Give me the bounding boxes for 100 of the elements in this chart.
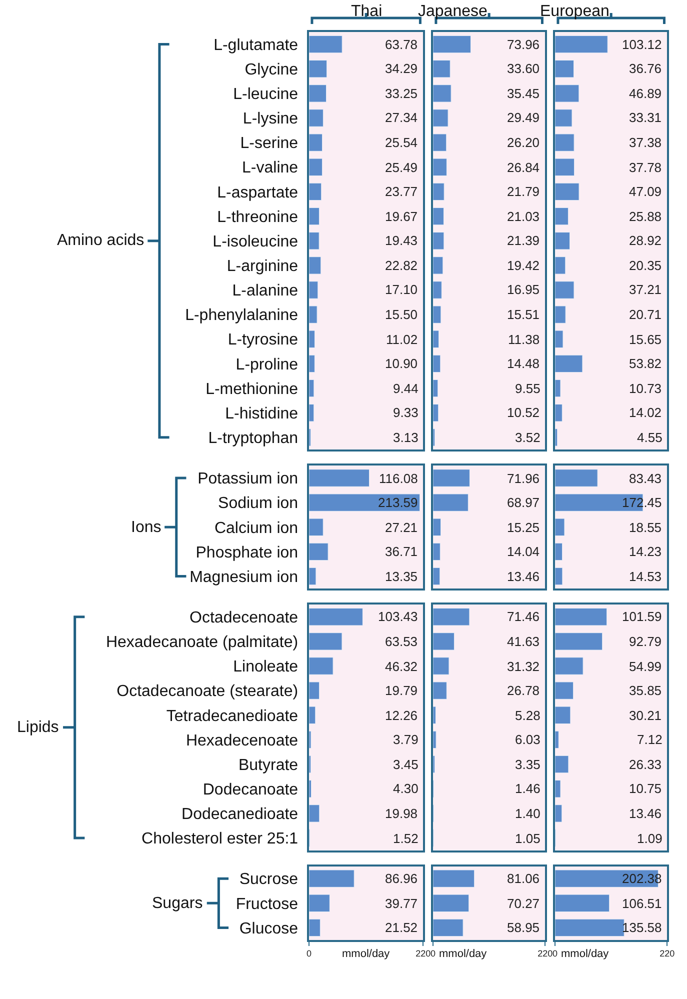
bar [309,109,324,127]
data-label: 9.55 [515,381,540,396]
data-label: 39.77 [385,896,418,911]
data-label: 1.52 [393,831,418,846]
bar [555,306,566,324]
bar [433,281,442,299]
data-label: 15.65 [629,332,662,347]
x-tick-label: 0 [552,948,558,959]
bar [433,682,447,700]
bar [309,207,320,226]
data-label: 35.45 [507,86,540,101]
data-label: 19.98 [385,806,418,821]
x-tick-label: 220 [416,948,431,959]
data-label: 1.40 [515,806,540,821]
bar [555,657,584,675]
bar [555,207,568,226]
data-label: 19.79 [385,683,418,698]
data-label: 101.59 [622,609,662,624]
bar [433,918,464,937]
data-label: 10.75 [629,781,662,796]
bar [433,207,444,226]
x-tick-label: 0 [430,948,436,959]
data-label: 71.96 [507,471,540,486]
data-label: 70.27 [507,896,540,911]
bar [433,894,470,912]
y-axis-title: Sugars [152,895,203,912]
bar [555,755,569,774]
data-label: 10.73 [629,381,662,396]
bar [433,256,444,274]
y-tick-label: L-proline [236,356,298,374]
bar [433,608,470,626]
y-axis-title: Ions [131,519,162,536]
data-label: 15.51 [507,307,540,322]
y-tick-label: Magnesium ion [190,568,298,586]
data-label: 22.82 [385,258,418,273]
bar [555,354,583,373]
data-label: 116.08 [379,471,418,486]
data-label: 26.78 [507,683,540,698]
bar [433,232,444,250]
data-label: 9.44 [393,381,418,396]
data-label: 81.06 [507,871,540,886]
data-label: 20.35 [629,258,662,273]
bar [433,632,454,650]
y-tick-label: L-tyrosine [228,332,298,349]
data-label: 71.46 [507,609,540,624]
data-label: 68.97 [507,495,540,510]
x-axis-title: mmol/day [342,948,390,960]
data-label: 36.71 [385,544,418,559]
bar [555,918,624,937]
x-axis-title: mmol/day [561,948,610,960]
bar [309,657,334,675]
y-tick-label: Glucose [239,920,298,938]
data-label: 21.39 [507,233,540,248]
bar [433,542,440,561]
data-label: 27.21 [385,520,418,535]
bar [555,542,563,561]
y-tick-label: Hexadecanoate (palmitate) [106,634,298,652]
data-label: 23.77 [385,184,418,199]
data-label: 19.67 [385,209,418,224]
bar [309,232,320,250]
data-label: 3.13 [393,430,418,445]
bar [555,84,580,102]
data-label: 53.82 [629,356,662,371]
y-tick-label: L-isoleucine [212,233,298,250]
bar [555,158,575,176]
bar [309,60,328,78]
data-label: 63.78 [385,37,418,52]
y-tick-label: L-valine [242,160,298,177]
bar [555,109,572,127]
data-label: 21.52 [385,920,418,935]
bar [555,894,610,912]
y-tick-label: Dodecanedioate [182,806,298,824]
data-label: 37.38 [629,135,662,150]
data-label: 73.96 [507,37,540,52]
bar [309,494,420,512]
y-tick-label: L-alanine [232,282,298,300]
data-label: 20.71 [629,307,662,322]
bar [555,281,574,299]
data-label: 25.49 [385,160,418,175]
bar [309,682,320,700]
y-tick-label: Butyrate [238,756,298,774]
data-label: 103.43 [378,609,418,624]
bar [555,567,563,586]
data-label: 27.34 [385,110,418,125]
bar [433,158,447,176]
bar [309,404,314,422]
data-label: 1.05 [515,831,540,846]
data-label: 35.85 [629,683,662,698]
bar [309,306,318,324]
bar [309,281,318,299]
data-label: 31.32 [507,659,540,674]
bar [309,918,320,937]
bar [309,134,323,152]
y-tick-label: Fructose [236,896,298,913]
y-tick-label: L-aspartate [217,184,298,202]
data-label: 16.95 [507,282,540,297]
data-label: 21.03 [507,209,540,224]
bar [433,870,475,888]
data-label: 11.02 [386,332,418,347]
y-axis-title: Lipids [17,719,59,736]
